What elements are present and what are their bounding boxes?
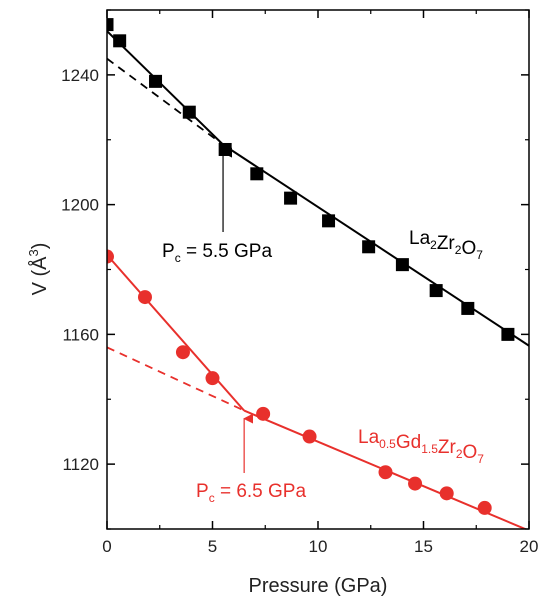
pc-annotation: Pc = 6.5 GPa <box>196 481 306 505</box>
y-tick-label: 1240 <box>61 66 99 85</box>
data-point-square <box>429 284 443 298</box>
y-tick-label: 1120 <box>62 455 99 474</box>
data-point-circle <box>302 429 317 444</box>
data-point-circle <box>477 500 492 515</box>
low-pressure-fit-line <box>107 30 224 146</box>
y-tick-label: 1200 <box>61 196 99 215</box>
data-point-square <box>250 167 264 181</box>
data-point-circle <box>107 249 114 264</box>
pc-annotation: Pc = 5.5 GPa <box>162 241 272 265</box>
data-point-square <box>182 105 196 119</box>
series-name-label: La2Zr2O7 <box>409 228 483 262</box>
low-pressure-fit-line <box>107 254 245 412</box>
high-pressure-fit-line <box>222 143 529 347</box>
x-tick-label: 15 <box>414 537 433 556</box>
data-point-square <box>218 142 232 156</box>
x-tick-label: 0 <box>102 537 111 556</box>
data-point-circle <box>205 371 220 386</box>
y-axis-title: V (Å3) <box>26 243 51 296</box>
data-point-square <box>362 240 376 254</box>
series-name-label: La0.5Gd1.5Zr2O7 <box>358 427 484 466</box>
x-tick-label: 5 <box>208 537 217 556</box>
data-point-square <box>113 34 127 48</box>
data-point-square <box>107 18 114 32</box>
data-point-square <box>461 301 475 315</box>
data-point-circle <box>408 476 423 491</box>
x-axis-title: Pressure (GPa) <box>249 575 388 597</box>
extrapolation-line <box>107 346 245 412</box>
data-point-circle <box>378 465 393 480</box>
x-tick-label: 10 <box>309 537 328 556</box>
data-point-circle <box>439 486 454 501</box>
data-point-square <box>322 214 336 228</box>
y-tick-label: 1160 <box>62 325 99 344</box>
x-tick-label: 20 <box>520 537 539 556</box>
extrapolation-line <box>107 57 224 146</box>
data-point-circle <box>256 406 271 421</box>
data-point-circle <box>175 345 190 360</box>
data-point-square <box>501 327 515 341</box>
data-point-square <box>149 74 163 88</box>
data-point-circle <box>137 290 152 305</box>
data-point-square <box>284 191 298 205</box>
data-point-square <box>395 258 409 272</box>
